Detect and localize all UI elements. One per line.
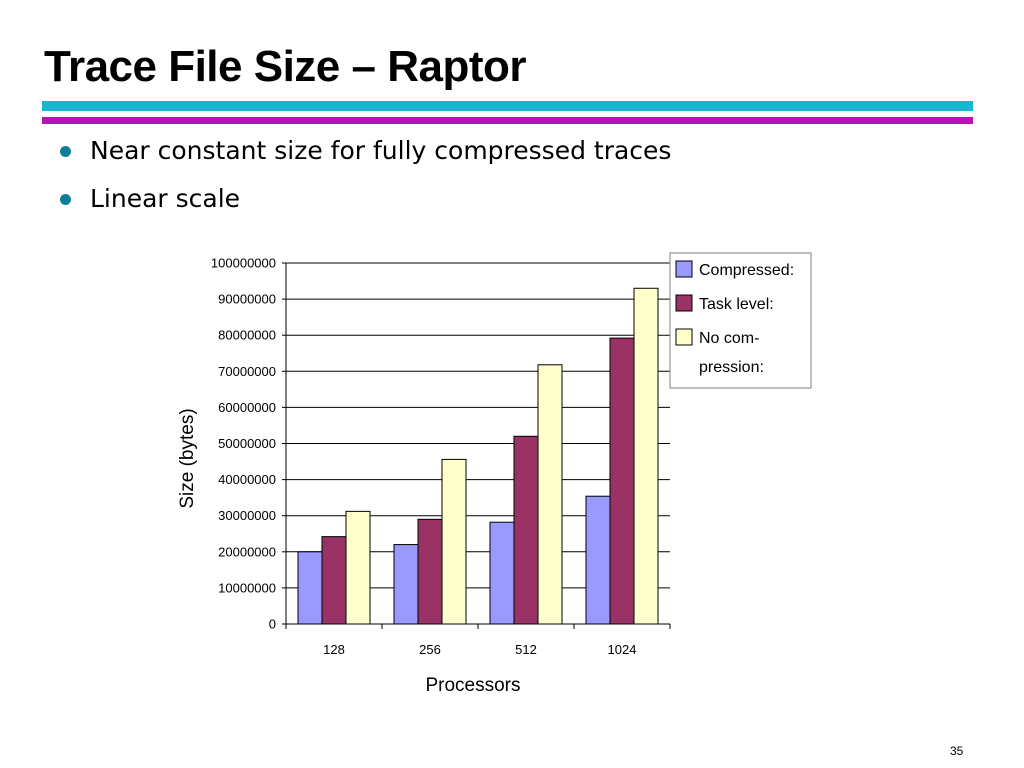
x-tick-label: 512 xyxy=(515,642,537,657)
y-tick-label: 60000000 xyxy=(218,400,276,415)
y-axis-title: Size (bytes) xyxy=(177,408,198,508)
y-tick-label: 80000000 xyxy=(218,328,276,343)
x-tick-label: 128 xyxy=(323,642,345,657)
title-rule-magenta xyxy=(42,117,973,124)
bar xyxy=(513,435,539,625)
bullet-list: Near constant size for fully compressed … xyxy=(60,132,671,228)
legend-label: pression: xyxy=(699,359,764,376)
legend-swatch xyxy=(675,294,693,312)
legend-swatch xyxy=(675,260,693,278)
bullet-dot-icon xyxy=(60,146,71,157)
title-rule-cyan xyxy=(42,101,973,111)
x-tick-label: 1024 xyxy=(608,642,637,657)
y-tick-label: 10000000 xyxy=(218,580,276,595)
y-tick-label: 30000000 xyxy=(218,508,276,523)
bar xyxy=(585,495,611,625)
x-axis-title: Processors xyxy=(425,675,520,696)
y-tick-label: 70000000 xyxy=(218,364,276,379)
page-number: 35 xyxy=(950,744,964,758)
bullet-dot-icon xyxy=(60,194,71,205)
slide-title: Trace File Size – Raptor xyxy=(44,42,526,91)
legend-label: Compressed: xyxy=(699,262,794,279)
y-tick-label: 0 xyxy=(269,617,276,632)
bar xyxy=(441,458,467,625)
bar xyxy=(489,521,515,625)
legend-label: Task level: xyxy=(699,296,774,313)
y-tick-label: 90000000 xyxy=(218,292,276,307)
y-tick-label: 40000000 xyxy=(218,472,276,487)
bar xyxy=(345,510,371,625)
y-tick-label: 50000000 xyxy=(218,436,276,451)
bar xyxy=(321,536,347,625)
legend-label: No com- xyxy=(699,330,759,347)
bullet-text: Near constant size for fully compressed … xyxy=(90,136,672,165)
bar xyxy=(633,287,659,625)
bullet-item: Near constant size for fully compressed … xyxy=(60,132,671,180)
bar xyxy=(417,518,443,625)
legend-swatch xyxy=(675,328,693,346)
bullet-item: Linear scale xyxy=(60,180,671,228)
bar xyxy=(609,337,635,625)
bar xyxy=(297,551,323,625)
y-tick-label: 20000000 xyxy=(218,544,276,559)
bar xyxy=(393,544,419,625)
bar xyxy=(537,364,563,625)
y-tick-label: 100000000 xyxy=(211,256,276,271)
bullet-text: Linear scale xyxy=(90,184,241,213)
x-tick-label: 256 xyxy=(419,642,441,657)
legend-box xyxy=(669,252,812,389)
